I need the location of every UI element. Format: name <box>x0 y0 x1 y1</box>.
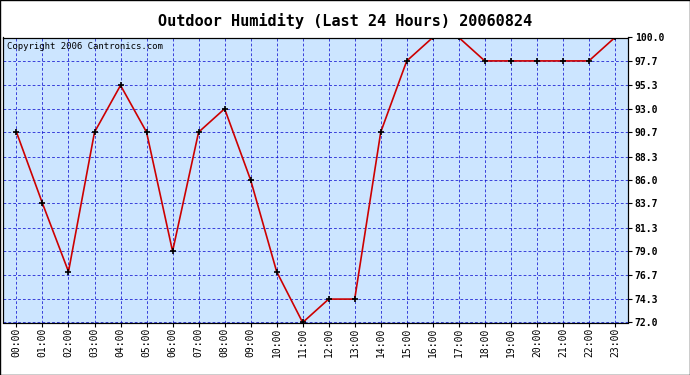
Text: Outdoor Humidity (Last 24 Hours) 20060824: Outdoor Humidity (Last 24 Hours) 2006082… <box>158 13 532 29</box>
Text: Copyright 2006 Cantronics.com: Copyright 2006 Cantronics.com <box>7 42 162 51</box>
